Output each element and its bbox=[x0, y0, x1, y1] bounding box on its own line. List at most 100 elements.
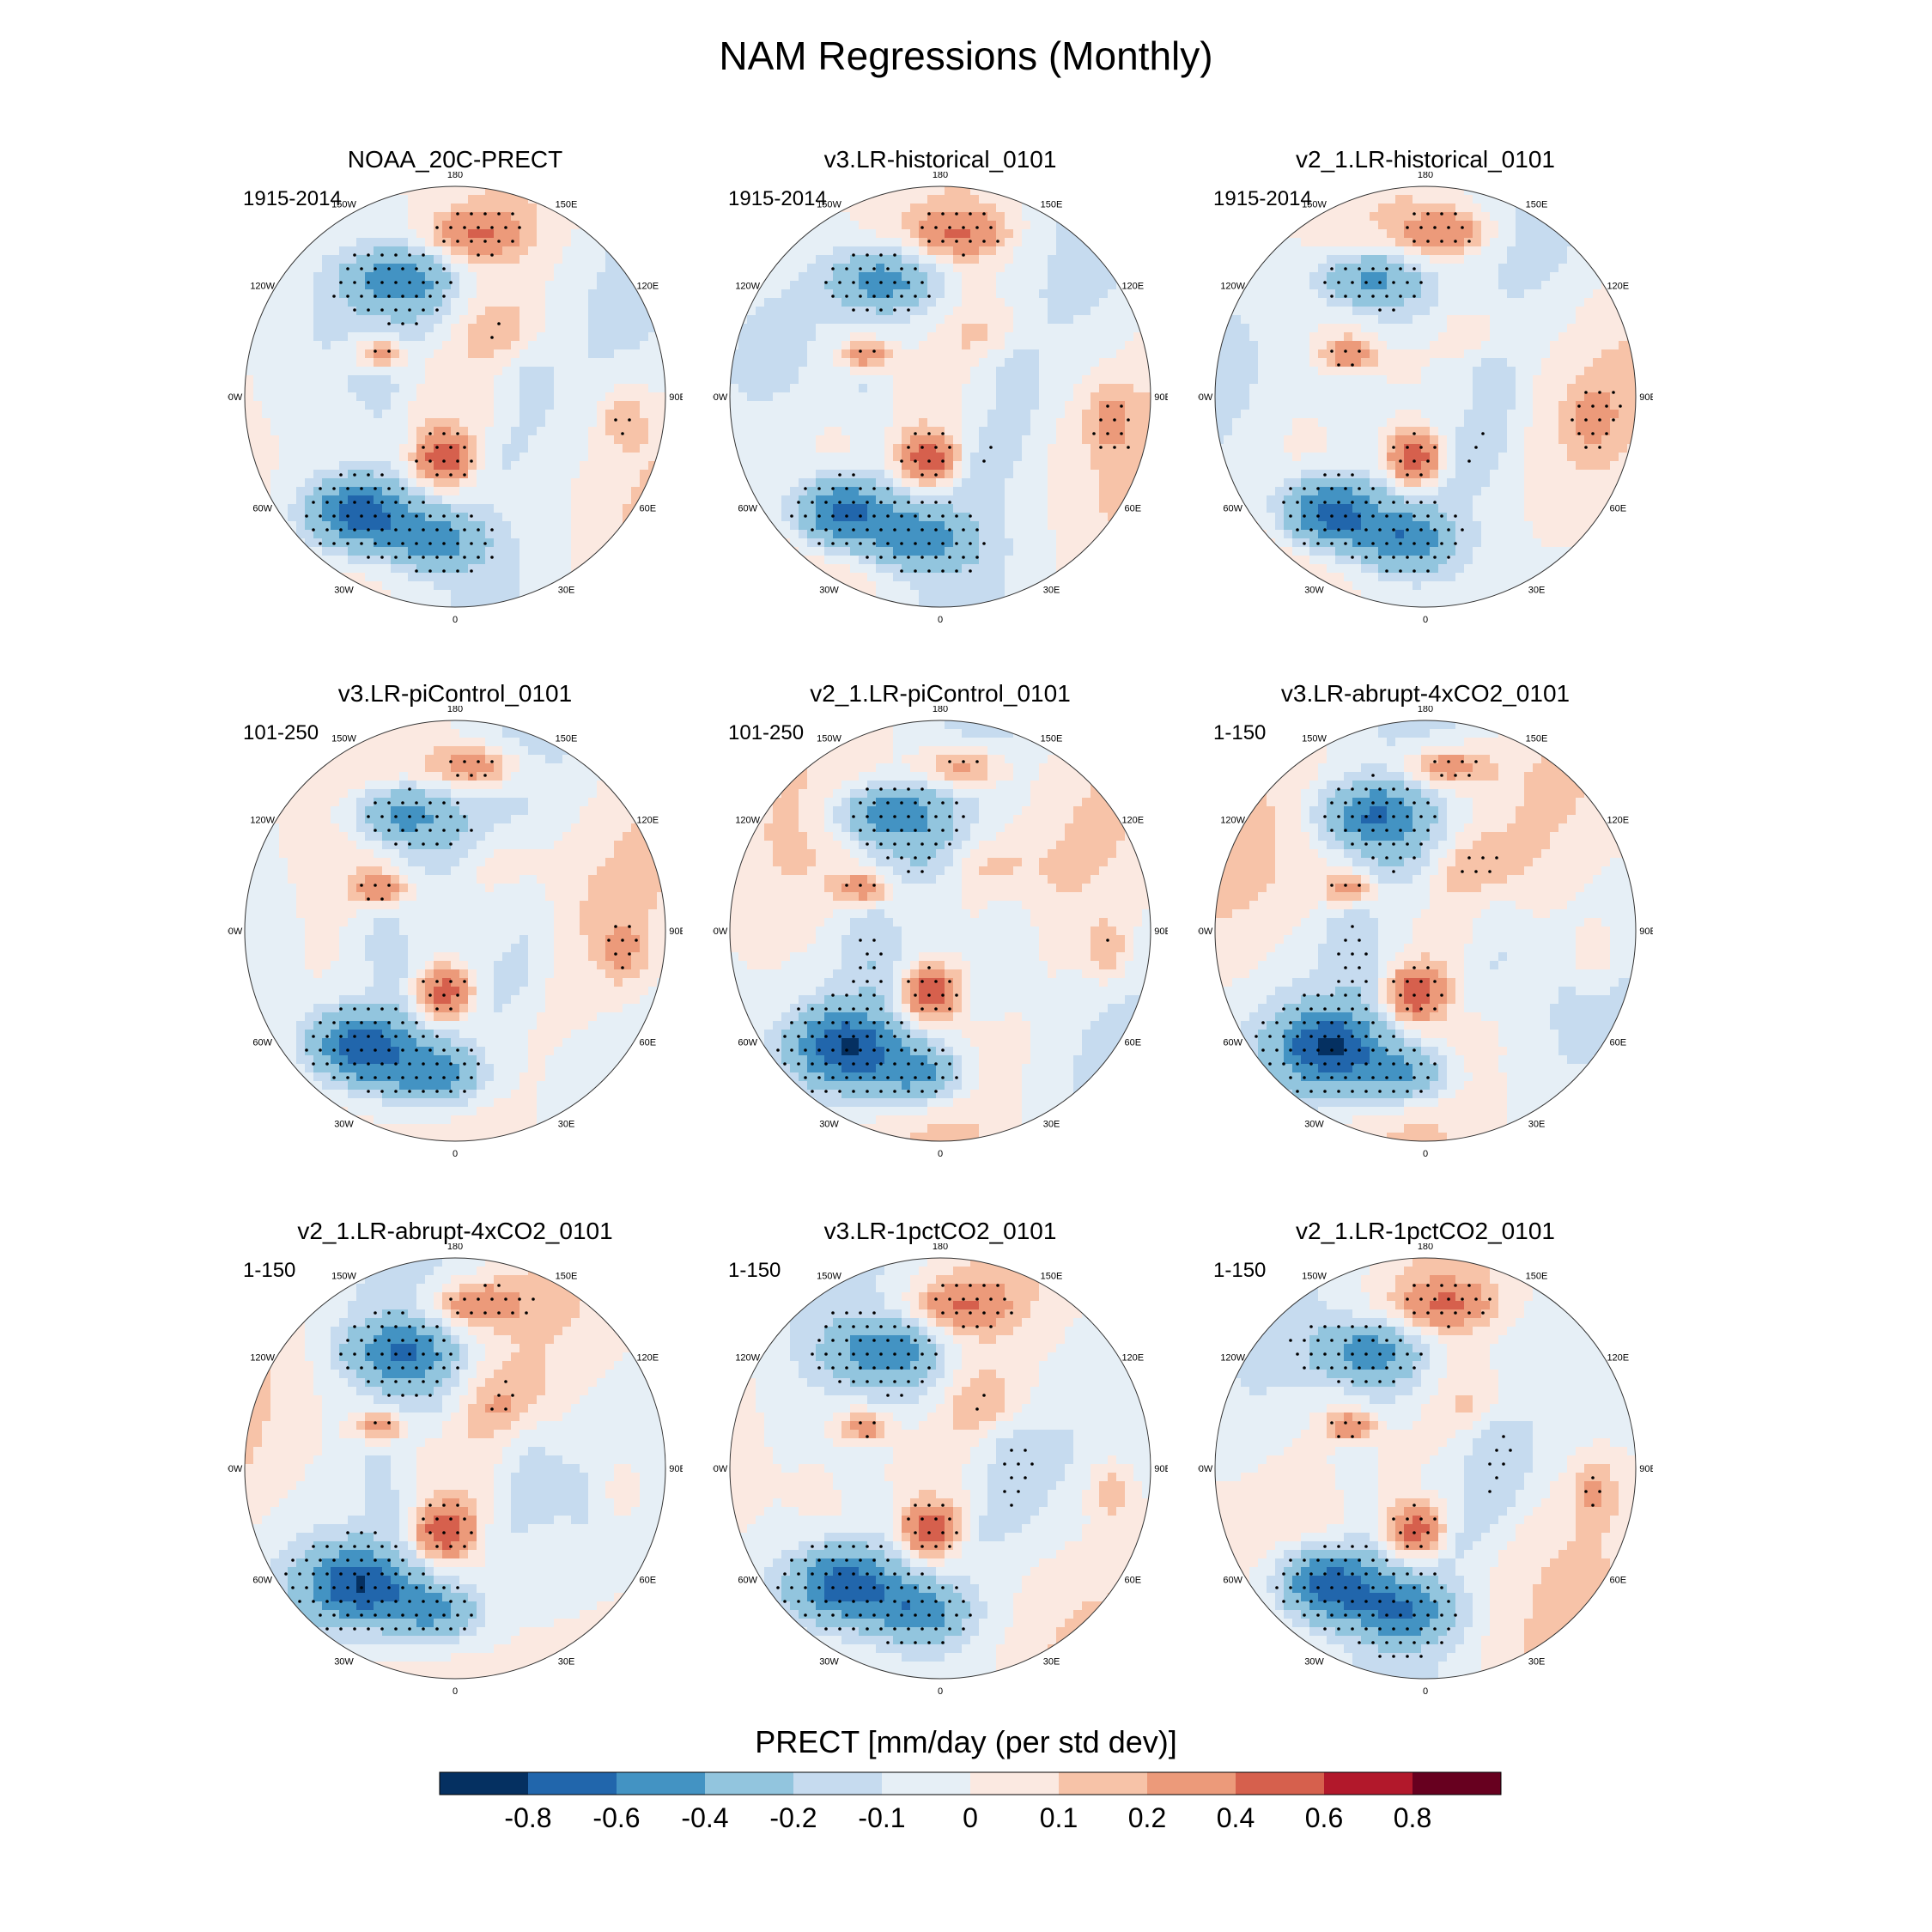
lon-label: 60E bbox=[1610, 504, 1627, 514]
lon-label: 90W bbox=[713, 392, 728, 403]
colorbar-segment bbox=[1059, 1772, 1147, 1795]
lon-label: 120W bbox=[1220, 816, 1245, 826]
colorbar-frame bbox=[439, 1771, 1502, 1795]
polar-map: 180 150E 120E 90E 60E 30E 0 30W 60W 90W 120W 150W bbox=[713, 172, 1168, 625]
lon-label: 30W bbox=[819, 1119, 839, 1129]
polar-map: 180 150E 120E 90E 60E 30E 0 30W 60W 90W 120W 150W bbox=[228, 172, 683, 625]
colorbar-segment bbox=[1147, 1772, 1236, 1795]
lon-label: 60E bbox=[640, 1038, 657, 1048]
lon-label: 30E bbox=[558, 585, 575, 595]
significance-stipple bbox=[790, 212, 1130, 573]
panel-title: v3.LR-piControl_0101 bbox=[337, 680, 573, 707]
precip-field bbox=[245, 186, 665, 607]
lon-label: 120W bbox=[735, 1353, 760, 1364]
colorbar: PRECT [mm/day (per std dev)] -0.8 -0.6 -0.… bbox=[0, 1717, 1932, 1855]
panel-title: NOAA_20C-PRECT bbox=[347, 146, 563, 173]
lon-label: 60E bbox=[1610, 1038, 1627, 1048]
lon-label: 60E bbox=[1125, 504, 1142, 514]
lon-label: 180 bbox=[933, 1243, 948, 1252]
lon-label: 120W bbox=[1220, 1353, 1245, 1364]
lon-label: 60E bbox=[1125, 1576, 1142, 1586]
lon-label: 120W bbox=[735, 816, 760, 826]
colorbar-segment bbox=[1324, 1772, 1413, 1795]
lon-label: 150W bbox=[331, 200, 356, 210]
lon-label: 0 bbox=[453, 615, 458, 625]
lon-label: 30W bbox=[1304, 1119, 1324, 1129]
lon-label: 90W bbox=[228, 392, 243, 403]
lon-label: 60E bbox=[640, 504, 657, 514]
polar-map: 180 150E 120E 90E 60E 30E 0 30W 60W 90W 120W 150W bbox=[1198, 1243, 1653, 1697]
map-boundary bbox=[244, 1257, 666, 1680]
panel-title: v3.LR-1pctCO2_0101 bbox=[823, 1218, 1057, 1244]
lon-label: 150E bbox=[556, 734, 578, 744]
lon-label: 120E bbox=[1607, 282, 1629, 292]
colorbar-tick-label: 0.1 bbox=[1040, 1802, 1078, 1833]
lon-label: 90E bbox=[669, 1464, 683, 1474]
lon-label: 90E bbox=[1154, 927, 1168, 937]
colorbar-segment bbox=[440, 1772, 528, 1795]
colorbar-segment bbox=[1236, 1772, 1324, 1795]
precip-field bbox=[1215, 720, 1636, 1141]
lon-label: 150E bbox=[1041, 200, 1063, 210]
colorbar-tick-label: 0.8 bbox=[1394, 1802, 1431, 1833]
lon-label: 90E bbox=[669, 927, 683, 937]
panel-period: 1915-2014 bbox=[243, 187, 342, 210]
map-panel: v3.LR-piControl_0101 101-250 180 150E 120E 90… bbox=[228, 680, 683, 1161]
lon-label: 90E bbox=[1639, 392, 1653, 403]
lon-label: 150E bbox=[1041, 734, 1063, 744]
polar-map: 180 150E 120E 90E 60E 30E 0 30W 60W 90W 120W 150W bbox=[1198, 706, 1653, 1159]
significance-stipple bbox=[1255, 760, 1498, 1093]
lon-label: 150E bbox=[1526, 1272, 1548, 1282]
lon-label: 120E bbox=[1121, 816, 1144, 826]
lon-label: 0 bbox=[1423, 615, 1428, 625]
colorbar-segment bbox=[882, 1772, 970, 1795]
map-panel: v3.LR-historical_0101 1915-2014 180 150E 120… bbox=[713, 146, 1168, 627]
colorbar-tick-label: 0.4 bbox=[1217, 1802, 1255, 1833]
figure-title: NAM Regressions (Monthly) bbox=[719, 33, 1213, 78]
lon-label: 0 bbox=[1423, 1686, 1428, 1697]
lon-label: 90W bbox=[713, 927, 728, 937]
lon-label: 90W bbox=[713, 1464, 728, 1474]
colorbar-segment bbox=[617, 1772, 705, 1795]
lon-label: 120E bbox=[636, 1353, 659, 1364]
map-boundary bbox=[729, 720, 1151, 1142]
lon-label: 150W bbox=[331, 1272, 356, 1282]
lon-label: 30W bbox=[334, 585, 354, 595]
precip-field bbox=[730, 720, 1151, 1141]
colorbar-segment bbox=[1413, 1772, 1501, 1795]
lon-label: 60E bbox=[1610, 1576, 1627, 1586]
lon-label: 60W bbox=[1223, 1038, 1242, 1048]
lon-label: 180 bbox=[1418, 706, 1433, 714]
colorbar-tick-label: -0.1 bbox=[858, 1802, 905, 1833]
colorbar-tick-label: 0.2 bbox=[1128, 1802, 1166, 1833]
lon-label: 30E bbox=[1528, 1119, 1546, 1129]
significance-stipple bbox=[1282, 212, 1622, 573]
lon-label: 150W bbox=[1302, 1272, 1327, 1282]
lon-label: 120W bbox=[250, 816, 275, 826]
lon-label: 90W bbox=[1198, 392, 1213, 403]
lon-label: 0 bbox=[453, 1686, 458, 1697]
significance-stipple bbox=[284, 1284, 535, 1631]
map-boundary bbox=[244, 185, 666, 608]
lon-label: 60E bbox=[640, 1576, 657, 1586]
colorbar-graphic: -0.8 -0.6 -0.4 -0.2 -0.1 0 0.1 0.2 0.4 0.6 0.8 bbox=[439, 1771, 1502, 1833]
significance-stipple bbox=[1275, 1284, 1601, 1658]
lon-label: 90E bbox=[1639, 927, 1653, 937]
precip-field bbox=[245, 720, 665, 1141]
significance-stipple bbox=[776, 760, 1109, 1093]
colorbar-label: PRECT [mm/day (per std dev)] bbox=[755, 1724, 1177, 1759]
precip-field bbox=[730, 186, 1151, 607]
lon-label: 90W bbox=[228, 927, 243, 937]
polar-map: 180 150E 120E 90E 60E 30E 0 30W 60W 90W 120W 150W bbox=[228, 1243, 683, 1697]
colorbar-tick-label: -0.4 bbox=[681, 1802, 728, 1833]
panel-period: 1915-2014 bbox=[1213, 187, 1312, 210]
map-panel: v3.LR-1pctCO2_0101 1-150 180 150E 120E 90E 60E… bbox=[713, 1218, 1168, 1698]
significance-stipple bbox=[776, 1284, 1034, 1644]
lon-label: 60W bbox=[252, 504, 272, 514]
lon-label: 150W bbox=[1302, 734, 1327, 744]
lon-label: 30E bbox=[1528, 1656, 1546, 1667]
lon-label: 30E bbox=[558, 1656, 575, 1667]
lon-label: 150E bbox=[1526, 734, 1548, 744]
colorbar-tick-label: 0.6 bbox=[1305, 1802, 1343, 1833]
